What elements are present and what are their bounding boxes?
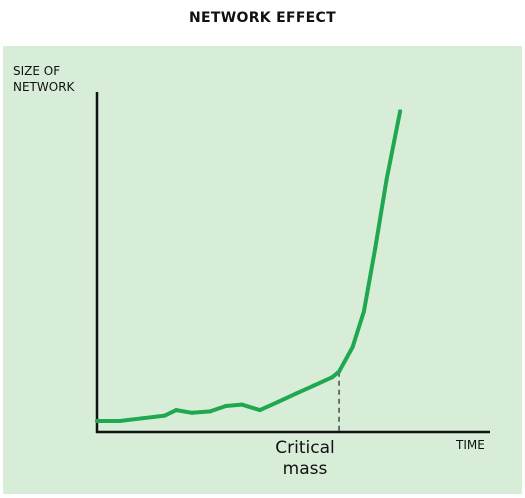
data-point: [239, 402, 244, 407]
data-point: [257, 408, 262, 413]
data-point: [337, 369, 342, 374]
series-line: [95, 109, 403, 423]
data-point: [117, 419, 122, 424]
data-point: [223, 403, 228, 408]
data-point: [294, 391, 299, 396]
data-point: [140, 416, 145, 421]
data-point: [384, 177, 389, 182]
data-point: [190, 410, 195, 415]
x-axis-label: TIME: [456, 438, 485, 452]
critical-mass-label: Critical mass: [275, 438, 335, 479]
data-point: [373, 246, 378, 251]
data-point: [174, 408, 179, 413]
data-point: [398, 109, 403, 114]
data-point: [162, 413, 167, 418]
chart-title: NETWORK EFFECT: [189, 10, 336, 26]
y-axis-label: SIZE OF NETWORK: [13, 64, 75, 94]
data-point: [330, 375, 335, 380]
data-point: [275, 399, 280, 404]
data-point: [95, 419, 99, 424]
data-point: [361, 309, 366, 314]
data-point: [350, 345, 355, 350]
data-point: [312, 383, 317, 388]
data-point: [208, 409, 213, 414]
chart-background: [3, 46, 522, 494]
